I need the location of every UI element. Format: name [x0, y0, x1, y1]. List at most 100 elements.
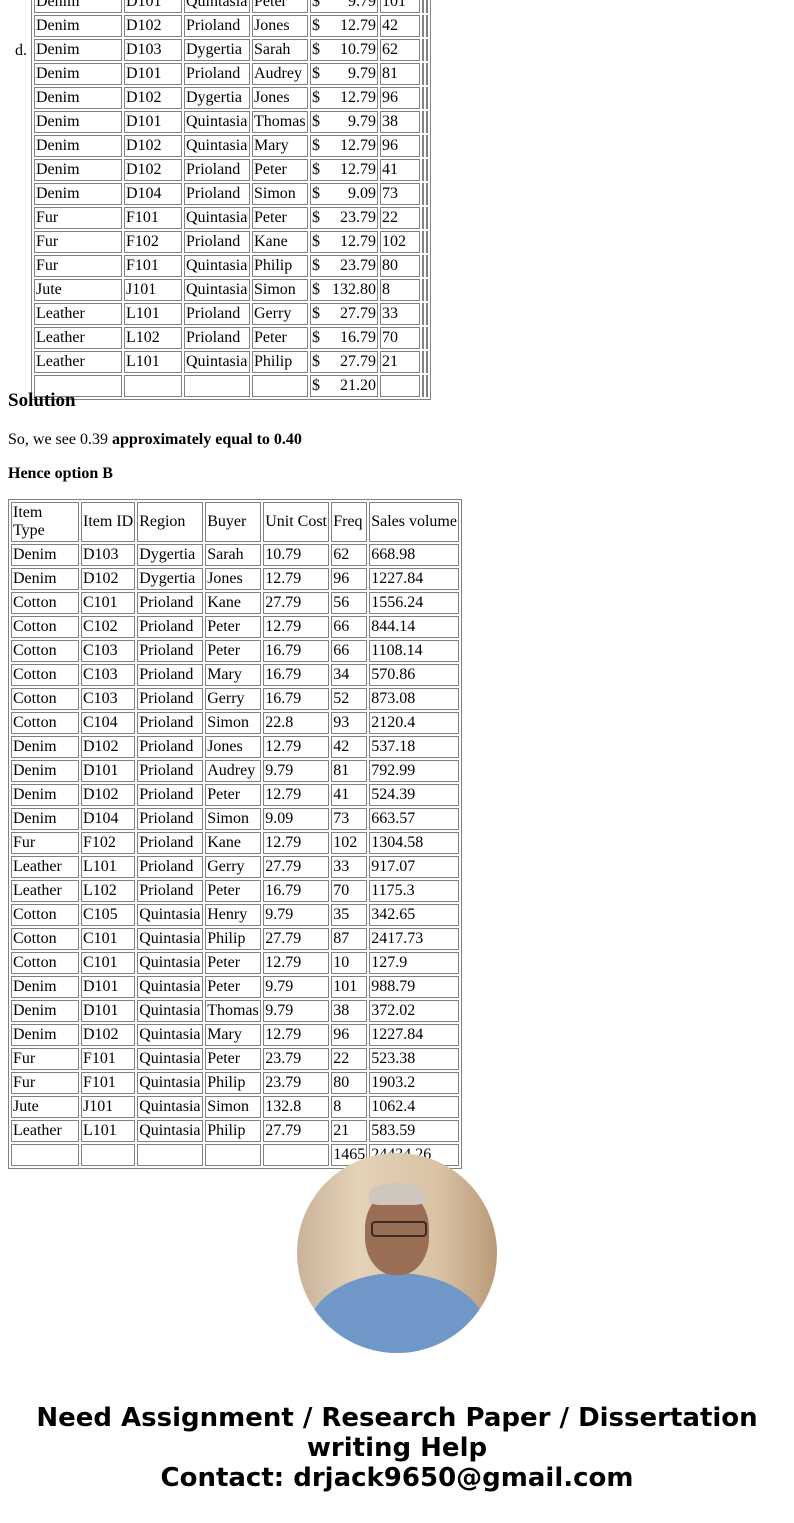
table-cell: C105	[81, 904, 136, 926]
table-cell: 668.98	[369, 544, 460, 566]
table-cell: C102	[81, 616, 136, 638]
table-row: Fur F101 Quintasia Peter 23.79 22 523.38	[11, 1048, 460, 1070]
solution-text-prefix: So, we see 0.39	[8, 431, 112, 448]
table-cell: 96	[380, 87, 420, 109]
table-row: Fur F101 Quintasia Philip $23.79 80	[34, 255, 428, 277]
table-cell: 873.08	[369, 688, 460, 710]
table-row: Denim D101 Quintasia Peter $9.79 101	[34, 0, 428, 13]
table-cell: Mary	[205, 1024, 262, 1046]
table-cell: Thomas	[252, 111, 308, 133]
table-cell: Prioland	[184, 15, 250, 37]
table-cell: Jute	[34, 279, 122, 301]
table-cell: 523.38	[369, 1048, 460, 1070]
table-cell: 93	[331, 712, 368, 734]
table-cell	[184, 375, 250, 397]
table-cell: 12.79	[263, 832, 330, 854]
table-cell: L101	[124, 351, 182, 373]
table-cell: 372.02	[369, 1000, 460, 1022]
table-cell: Cotton	[11, 952, 79, 974]
table-cell: D101	[124, 0, 182, 13]
table-cell: 23.79	[263, 1072, 330, 1094]
option-label: d.	[15, 42, 27, 59]
table-cell: Cotton	[11, 904, 79, 926]
table-cell: Jute	[11, 1096, 79, 1118]
empty-cell	[422, 159, 424, 181]
table-row: Denim D102 Prioland Jones $12.79 42	[34, 15, 428, 37]
empty-cell	[422, 255, 424, 277]
table-row: Cotton C101 Quintasia Philip 27.79 87 2417.73	[11, 928, 460, 950]
table-cell: Quintasia	[137, 952, 204, 974]
table-row: Denim D102 Dygertia Jones $12.79 96	[34, 87, 428, 109]
empty-cell	[426, 111, 428, 133]
table-row: Fur F102 Prioland Kane $12.79 102	[34, 231, 428, 253]
table-cell: Denim	[11, 808, 79, 830]
table-cell: Fur	[34, 207, 122, 229]
table-cell: 34	[331, 664, 368, 686]
table-cell: Prioland	[137, 784, 204, 806]
table-row: Denim D101 Prioland Audrey 9.79 81 792.99	[11, 760, 460, 782]
table-cell: 917.07	[369, 856, 460, 878]
empty-cell	[426, 207, 428, 229]
unit-cost-cell: $16.79	[310, 327, 378, 349]
table-cell: Jones	[252, 15, 308, 37]
contact-footer: Need Assignment / Research Paper / Disse…	[0, 1403, 794, 1493]
table-cell: 70	[331, 880, 368, 902]
table-row: Denim D103 Dygertia Sarah $10.79 62	[34, 39, 428, 61]
table-cell: Prioland	[137, 664, 204, 686]
table-cell: Quintasia	[184, 135, 250, 157]
empty-cell	[426, 375, 428, 397]
column-header: Item ID	[81, 502, 136, 542]
unit-cost-cell: $9.79	[310, 0, 378, 13]
table-cell: Audrey	[252, 63, 308, 85]
currency-symbol: $	[312, 329, 320, 346]
footer-line-2: writing Help	[306, 1433, 488, 1463]
table-cell: D101	[81, 976, 136, 998]
table-cell: C103	[81, 688, 136, 710]
table-cell	[263, 1144, 330, 1166]
table-row: Cotton C101 Prioland Kane 27.79 56 1556.24	[11, 592, 460, 614]
table-cell: Denim	[11, 1000, 79, 1022]
table-cell: Leather	[11, 856, 79, 878]
table-cell: 9.79	[263, 1000, 330, 1022]
table-cell: Peter	[252, 207, 308, 229]
table-cell: Leather	[11, 1120, 79, 1142]
empty-cell	[426, 327, 428, 349]
table-cell: 12.79	[263, 1024, 330, 1046]
table-cell: 56	[331, 592, 368, 614]
table-cell: 792.99	[369, 760, 460, 782]
unit-cost-value: 23.79	[340, 257, 376, 274]
unit-cost-value: 132.80	[332, 281, 376, 298]
empty-cell	[422, 39, 424, 61]
unit-cost-value: 12.79	[340, 161, 376, 178]
table-cell: D102	[81, 1024, 136, 1046]
table-cell: Leather	[34, 351, 122, 373]
table-cell: Prioland	[184, 183, 250, 205]
table-cell: Quintasia	[184, 255, 250, 277]
table-row: Jute J101 Quintasia Simon $132.80 8	[34, 279, 428, 301]
table-cell: Gerry	[252, 303, 308, 325]
table-cell: 1227.84	[369, 1024, 460, 1046]
table-cell: F101	[81, 1048, 136, 1070]
table-cell: F102	[124, 231, 182, 253]
table-cell: Peter	[205, 616, 262, 638]
table-cell: Peter	[205, 784, 262, 806]
table-row: Denim D102 Prioland Jones 12.79 42 537.18	[11, 736, 460, 758]
table-cell: C101	[81, 952, 136, 974]
table-cell: 16.79	[263, 688, 330, 710]
table-cell: Quintasia	[137, 904, 204, 926]
table-cell: Denim	[34, 135, 122, 157]
table-cell: Prioland	[137, 808, 204, 830]
table-row: Leather L101 Prioland Gerry $27.79 33	[34, 303, 428, 325]
table-cell: 21	[380, 351, 420, 373]
table-cell: 1175.3	[369, 880, 460, 902]
table-row: Fur F101 Quintasia Peter $23.79 22	[34, 207, 428, 229]
table-cell: 16.79	[263, 664, 330, 686]
table-cell: Philip	[205, 1120, 262, 1142]
unit-cost-cell: $12.79	[310, 87, 378, 109]
unit-cost-cell: $132.80	[310, 279, 378, 301]
table-cell: 12.79	[263, 616, 330, 638]
table-cell: L102	[81, 880, 136, 902]
table-cell: Quintasia	[184, 111, 250, 133]
table-cell: Cotton	[11, 616, 79, 638]
empty-cell	[422, 15, 424, 37]
